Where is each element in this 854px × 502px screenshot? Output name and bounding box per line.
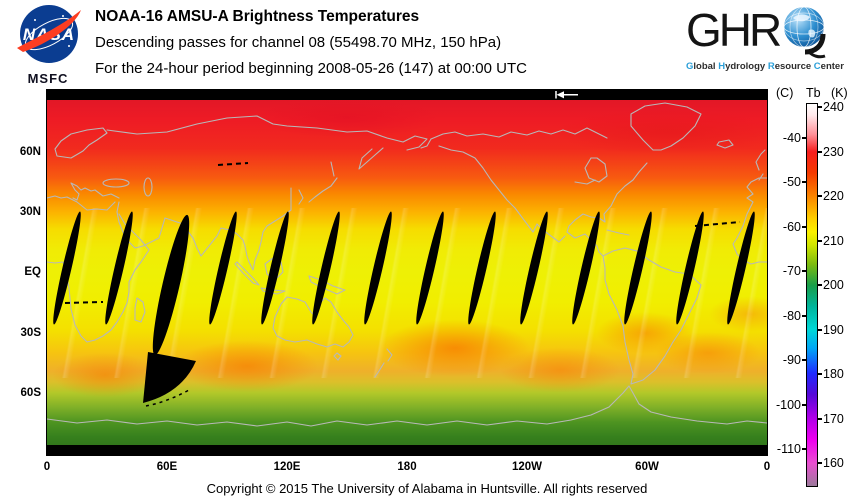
k-tick-190: 190: [823, 323, 844, 337]
k-tick-170: 170: [823, 412, 844, 426]
ghrc-globe-icon: [783, 6, 826, 59]
c-tick--90: -90: [782, 353, 801, 367]
c-tick--60: -60: [782, 220, 801, 234]
colorbar-unit-k: (K): [831, 86, 848, 100]
k-tick-210: 210: [823, 234, 844, 248]
south-polar-gap: [47, 445, 767, 455]
lat-label-30S: 30S: [20, 327, 41, 339]
brightness-temperature-map: [46, 89, 768, 456]
lon-label-180: 180: [397, 461, 417, 473]
pass-start-arrow-icon: [555, 91, 578, 99]
lon-label-60E: 60E: [156, 461, 178, 473]
c-tick--80: -80: [782, 309, 801, 323]
lat-label-60N: 60N: [19, 146, 41, 158]
map-overlay: [47, 90, 767, 455]
north-polar-gap: [47, 90, 767, 100]
ghrc-tagline: Global Hydrology Resource Center: [686, 61, 844, 72]
k-tick-200: 200: [823, 278, 844, 292]
page-subtitle-1: Descending passes for channel 08 (55498.…: [95, 34, 502, 51]
header-titles: NOAA-16 AMSU-A Brightness Temperatures D…: [95, 4, 655, 82]
page-subtitle-2: For the 24-hour period beginning 2008-05…: [95, 60, 527, 77]
copyright-line: Copyright © 2015 The University of Alaba…: [206, 481, 648, 496]
ghrc-logo-block: GHR Global Hydrology Resource Center: [686, 4, 852, 72]
k-tick-220: 220: [823, 189, 844, 203]
lat-label-60S: 60S: [20, 387, 41, 399]
large-triangular-gap: [143, 352, 196, 403]
axis-ticks: [47, 90, 767, 455]
lat-label-EQ: EQ: [24, 266, 41, 278]
lon-label-0b: 0: [763, 461, 771, 473]
colorbar-variable-label: Tb: [806, 86, 821, 100]
c-tick--100: -100: [775, 398, 801, 412]
colorbar: [806, 103, 818, 487]
ghrc-logo-text: GHR: [686, 4, 782, 56]
c-tick--70: -70: [782, 264, 801, 278]
k-tick-180: 180: [823, 367, 844, 381]
k-tick-240: 240: [823, 100, 844, 114]
c-tick--110: -110: [776, 442, 801, 456]
lat-label-30N: 30N: [19, 206, 41, 218]
lon-label-120E: 120E: [273, 461, 301, 473]
lon-label-0a: 0: [43, 461, 51, 473]
dashed-gap-lines: [64, 162, 741, 407]
c-tick--40: -40: [782, 131, 801, 145]
k-tick-230: 230: [823, 145, 844, 159]
swath-gaps-layer: [53, 211, 755, 403]
colorbar-unit-c: (C): [776, 86, 794, 100]
page-title: NOAA-16 AMSU-A Brightness Temperatures: [95, 8, 420, 25]
nasa-meatball-icon: NASA: [17, 5, 81, 63]
lon-label-60W: 60W: [635, 461, 659, 473]
lon-label-120W: 120W: [511, 461, 543, 473]
c-tick--50: -50: [782, 175, 801, 189]
nasa-msfc-label: MSFC: [27, 71, 69, 86]
coastlines-layer: [47, 102, 767, 427]
k-tick-160: 160: [823, 456, 844, 470]
nasa-logo-block: NASA MSFC: [8, 2, 88, 86]
